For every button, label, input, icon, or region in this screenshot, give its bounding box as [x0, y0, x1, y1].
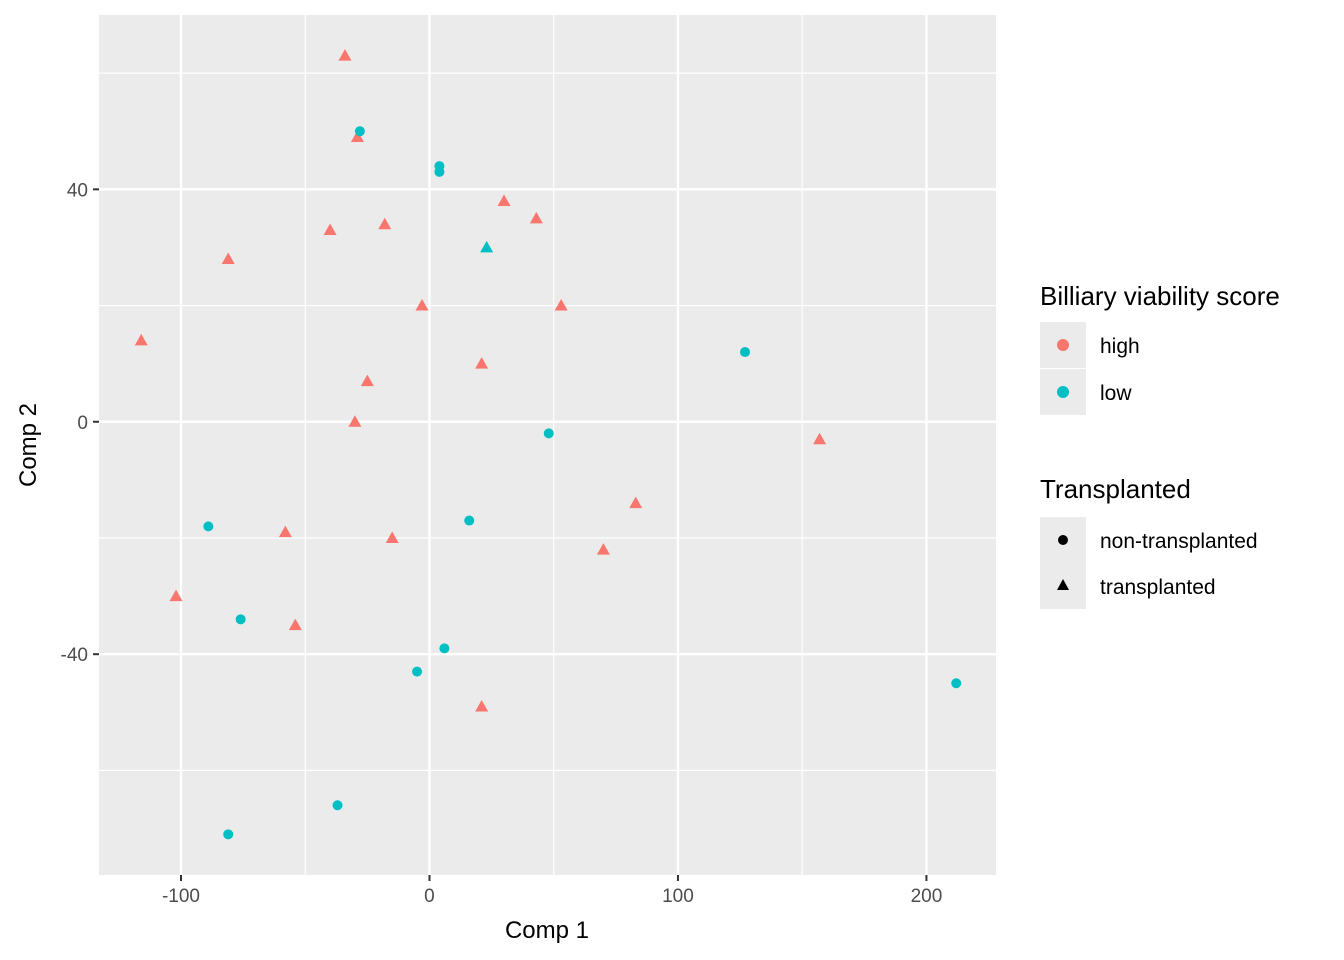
data-point-triangle: [475, 357, 489, 369]
data-point-triangle: [169, 589, 183, 602]
data-point-triangle: [221, 252, 235, 265]
legend-label-transplanted: transplanted: [1100, 576, 1216, 599]
data-point-triangle: [415, 299, 429, 311]
data-point-triangle: [529, 211, 543, 224]
legend-color: Billiary viability score high low: [1040, 281, 1280, 415]
legend-triangle-icon: [1057, 579, 1069, 590]
data-point-triangle: [554, 299, 568, 311]
data-point-triangle: [378, 217, 392, 230]
legend-high-swatch-icon: [1057, 339, 1069, 351]
y-tick-label: 40: [67, 180, 88, 201]
data-points: [134, 49, 962, 840]
x-axis-title: Comp 1: [505, 917, 589, 944]
data-point-triangle: [385, 531, 399, 543]
data-point-triangle: [323, 223, 337, 235]
legend-color-title: Billiary viability score: [1040, 281, 1280, 311]
axis-ticks: [93, 188, 928, 881]
x-tick-labels: -100 0 100 200: [162, 886, 942, 907]
x-tick-label: -100: [162, 886, 200, 907]
x-tick-label: 100: [662, 886, 694, 907]
data-point-circle: [412, 666, 423, 677]
legend-low-swatch-icon: [1057, 386, 1069, 398]
data-point-triangle: [497, 194, 511, 206]
data-point-triangle: [475, 699, 489, 712]
data-point-circle: [434, 166, 445, 177]
legend-circle-icon: [1058, 535, 1068, 545]
y-tick-label: 0: [77, 413, 88, 434]
legend-shape-title: Transplanted: [1040, 474, 1191, 504]
data-point-circle: [235, 614, 246, 625]
y-tick-label: -40: [61, 645, 88, 666]
data-point-circle: [203, 521, 214, 532]
y-tick-labels: -40 0 40: [61, 180, 88, 666]
data-point-triangle: [480, 240, 494, 253]
data-point-triangle: [134, 333, 148, 346]
data-point-triangle: [813, 432, 827, 445]
legend-label-low: low: [1100, 382, 1132, 405]
legend-label-high: high: [1100, 335, 1140, 358]
plot-panel: [99, 15, 996, 875]
data-point-triangle: [596, 543, 610, 555]
legend-shape: Transplanted non-transplanted transplant…: [1040, 474, 1258, 609]
legend-label-non-transplanted: non-transplanted: [1100, 530, 1258, 553]
data-point-triangle: [338, 49, 352, 61]
data-point-circle: [332, 800, 343, 811]
data-point-triangle: [629, 496, 643, 509]
data-point-circle: [354, 126, 365, 137]
data-point-circle: [439, 643, 450, 654]
data-point-triangle: [278, 525, 292, 538]
x-tick-label: 200: [911, 886, 943, 907]
data-point-triangle: [360, 374, 374, 387]
data-point-circle: [223, 829, 234, 840]
data-point-circle: [740, 347, 751, 358]
data-point-triangle: [348, 415, 362, 427]
data-point-circle: [464, 515, 475, 526]
x-tick-label: 0: [424, 886, 435, 907]
y-axis-title: Comp 2: [15, 403, 42, 487]
major-gridlines: [99, 15, 996, 875]
data-point-circle: [543, 428, 554, 439]
data-point-triangle: [288, 618, 302, 631]
data-point-triangle: [350, 130, 364, 143]
minor-gridlines: [99, 15, 996, 875]
data-point-circle: [951, 678, 962, 689]
